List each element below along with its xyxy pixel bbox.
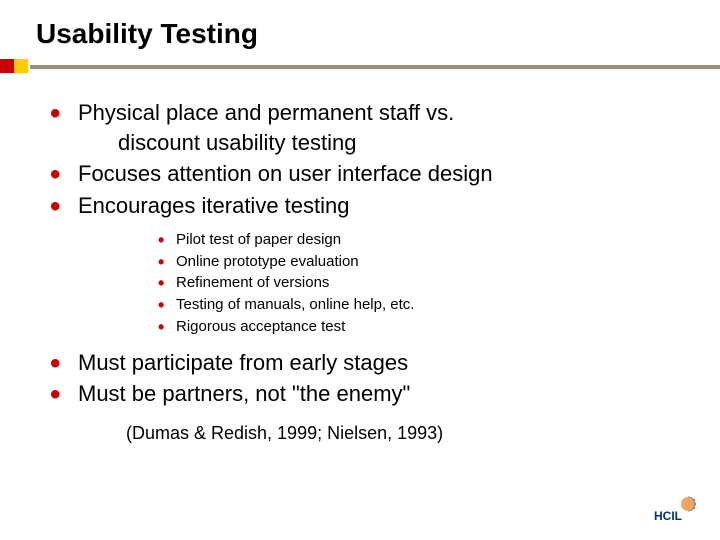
logo-text: HCIL [654, 509, 682, 523]
bullet-text: Physical place and permanent staff vs. [78, 100, 454, 125]
sub-bullet-item: Refinement of versions [158, 272, 690, 294]
main-bullet-list-2: Must participate from early stages Must … [48, 348, 690, 409]
sub-bullet-text: Rigorous acceptance test [176, 318, 345, 335]
main-bullet-item: Must be partners, not "the enemy" [48, 379, 690, 409]
hcil-logo: HCIL [652, 494, 698, 524]
main-bullet-item: Must participate from early stages [48, 348, 690, 378]
bullet-text-cont: discount usability testing [78, 128, 690, 158]
hcil-logo-svg: HCIL [652, 494, 698, 524]
sub-bullet-item: Testing of manuals, online help, etc. [158, 294, 690, 316]
sub-bullet-item: Online prototype evaluation [158, 251, 690, 273]
sub-bullet-list: Pilot test of paper design Online protot… [158, 229, 690, 338]
slide-title: Usability Testing [36, 18, 690, 50]
logo-gear-dot [694, 503, 696, 505]
citation-text: (Dumas & Redish, 1999; Nielsen, 1993) [126, 423, 690, 444]
bullet-text: Must participate from early stages [78, 350, 408, 375]
sub-bullet-text: Refinement of versions [176, 274, 329, 291]
main-bullet-item: Focuses attention on user interface desi… [48, 159, 690, 189]
bullet-text: Encourages iterative testing [78, 193, 350, 218]
sub-bullet-text: Online prototype evaluation [176, 253, 359, 270]
main-bullet-list: Physical place and permanent staff vs. d… [48, 98, 690, 221]
slide-content: Physical place and permanent staff vs. d… [48, 98, 690, 444]
divider-accent-squares [0, 59, 28, 73]
bullet-text: Focuses attention on user interface desi… [78, 161, 493, 186]
sub-bullet-text: Pilot test of paper design [176, 231, 341, 248]
bullet-text: Must be partners, not "the enemy" [78, 381, 410, 406]
sub-bullet-text: Testing of manuals, online help, etc. [176, 296, 414, 313]
logo-gear-dot [693, 507, 695, 509]
sub-bullet-item: Rigorous acceptance test [158, 316, 690, 338]
main-bullet-item: Encourages iterative testing [48, 191, 690, 221]
main-bullet-item: Physical place and permanent staff vs. d… [48, 98, 690, 157]
sub-bullet-item: Pilot test of paper design [158, 229, 690, 251]
slide: Usability Testing Physical place and per… [0, 0, 720, 540]
accent-square-red [0, 59, 14, 73]
accent-square-yellow [14, 59, 28, 73]
divider [30, 60, 690, 74]
divider-line [30, 65, 720, 69]
logo-gear-dot [693, 499, 695, 501]
